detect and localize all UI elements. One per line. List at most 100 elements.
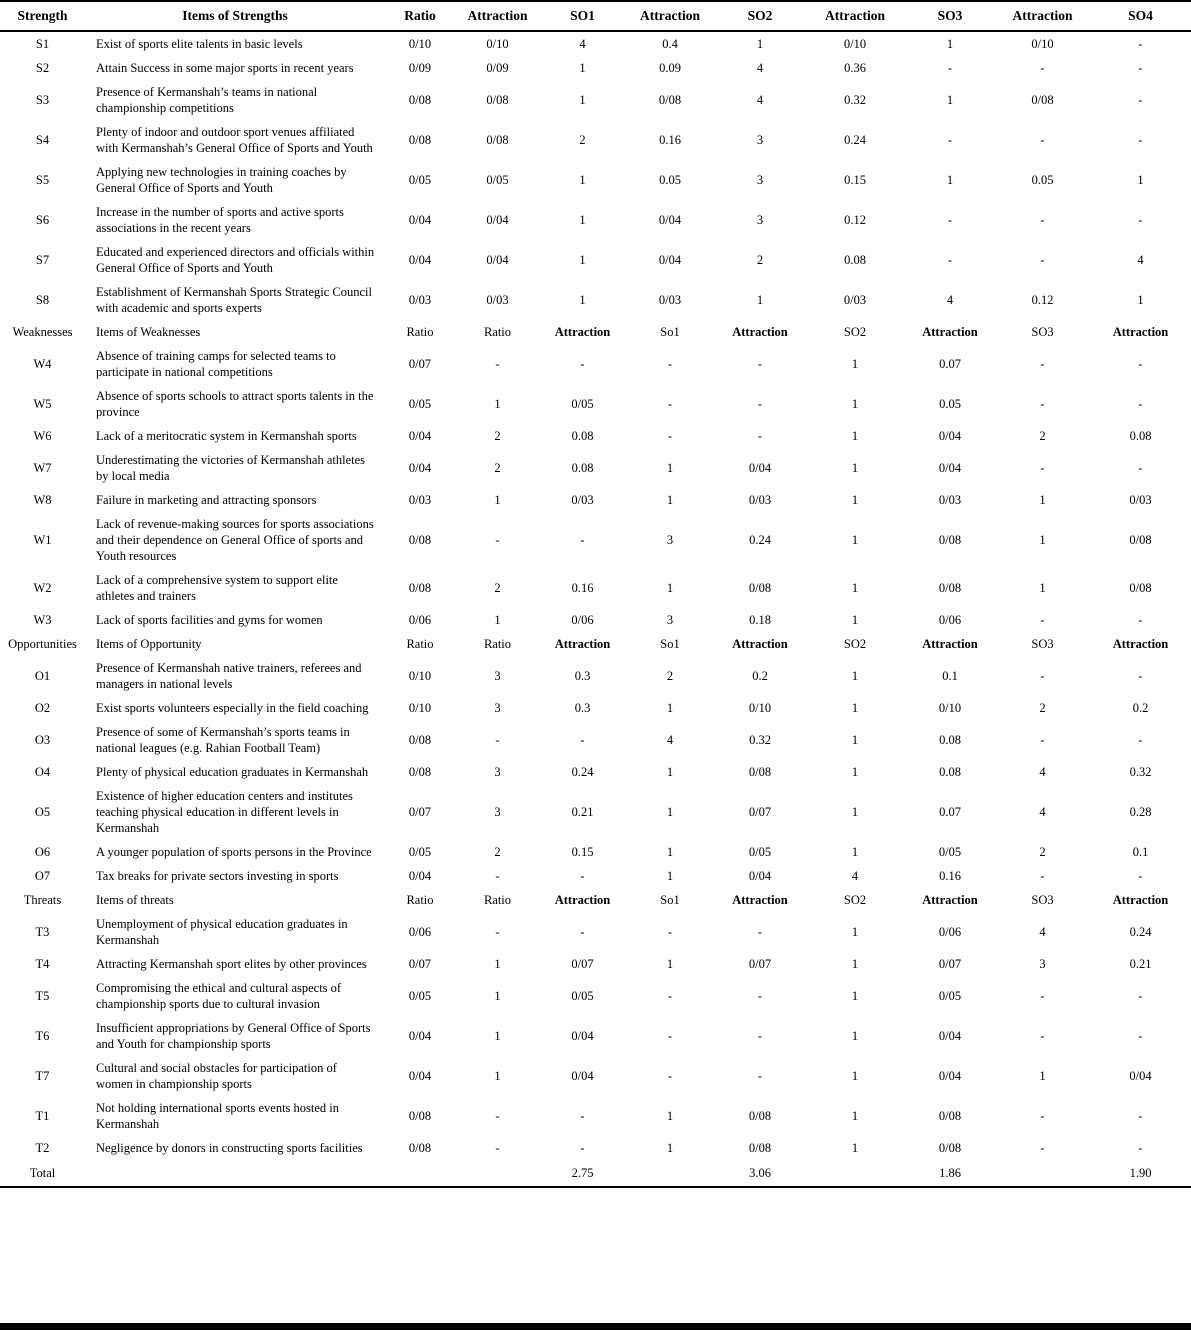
row-item-text: Absence of sports schools to attract spo…: [96, 389, 374, 419]
value-cell: 0/08: [1129, 533, 1152, 547]
value-cell: -: [580, 1141, 585, 1155]
value-cell: 1: [851, 357, 859, 371]
section-header-cell: SO3: [1031, 325, 1054, 339]
value-cell: -: [1040, 669, 1045, 683]
value-cell: 3: [494, 765, 501, 779]
value-cell: 3: [494, 701, 501, 715]
row-id: O5: [34, 805, 51, 819]
value-cell: 4: [851, 869, 859, 883]
row-id: T4: [35, 957, 50, 971]
section-header-cell: SO2: [843, 637, 867, 651]
value-cell: 0/06: [938, 925, 962, 939]
value-cell: 0/04: [938, 1069, 962, 1083]
value-cell: -: [1138, 1109, 1143, 1123]
value-cell: 0/08: [1129, 581, 1152, 595]
value-cell: 2: [494, 461, 501, 475]
value-cell: 2: [494, 429, 501, 443]
value-cell: 1: [494, 957, 501, 971]
value-cell: 0/03: [1129, 493, 1152, 507]
value-cell: 0/05: [748, 845, 772, 859]
value-cell: -: [495, 925, 500, 939]
row-item-text: Establishment of Kermanshah Sports Strat…: [96, 285, 372, 315]
row-item-text: Attracting Kermanshah sport elites by ot…: [96, 957, 367, 971]
row-id: T1: [35, 1109, 50, 1123]
section-header-row-opportunities: Opportunities Items of Opportunity Ratio Ra…: [0, 632, 1191, 656]
value-cell: 1: [666, 1109, 674, 1123]
row-item-text: A younger population of sports persons i…: [96, 845, 372, 859]
value-cell: -: [757, 989, 763, 1003]
value-cell: 0/07: [408, 805, 432, 819]
value-cell: 2: [1039, 845, 1046, 859]
value-cell: -: [1040, 357, 1045, 371]
value-cell: 0/07: [748, 957, 772, 971]
total-value-cell: [385, 1160, 455, 1188]
total-empty-item: [85, 1160, 385, 1188]
row-id: W3: [33, 613, 52, 627]
value-cell: 0.24: [1129, 925, 1152, 939]
value-cell: 0/10: [938, 701, 962, 715]
value-cell: 0/04: [486, 253, 509, 267]
section-header-row-weaknesses: Weaknesses Items of Weaknesses Ratio Ratio A…: [0, 320, 1191, 344]
value-cell: 0/04: [748, 461, 772, 475]
value-cell: 4: [756, 93, 764, 107]
row-id: W6: [33, 429, 52, 443]
table-row-W2: W2 Lack of a comprehensive system to supp…: [0, 568, 1191, 608]
section-header-cell: Attraction: [554, 637, 611, 651]
value-cell: 0/04: [408, 429, 432, 443]
row-id: S2: [35, 61, 50, 75]
value-cell: -: [1040, 613, 1045, 627]
value-cell: -: [1138, 61, 1143, 75]
row-id: W7: [33, 461, 52, 475]
value-cell: 0.08: [844, 253, 866, 267]
value-cell: -: [1040, 397, 1045, 411]
value-cell: 1: [851, 805, 859, 819]
table-row-W8: W8 Failure in marketing and attracting sp…: [0, 488, 1191, 512]
value-cell: 0/08: [1031, 93, 1054, 107]
value-cell: 0/10: [408, 701, 432, 715]
value-cell: -: [1138, 213, 1143, 227]
table-row-O2: O2 Exist sports volunteers especially in …: [0, 696, 1191, 720]
value-cell: 0/08: [408, 581, 432, 595]
value-cell: -: [1040, 61, 1045, 75]
value-cell: 2: [1039, 701, 1046, 715]
value-cell: 0.08: [939, 733, 961, 747]
table-row-T5: T5 Compromising the ethical and cultural …: [0, 976, 1191, 1016]
value-cell: 0/08: [408, 1141, 432, 1155]
value-cell: -: [1138, 613, 1143, 627]
column-header-2: Ratio: [385, 1, 455, 32]
value-cell: -: [947, 213, 953, 227]
value-cell: 0/08: [938, 1141, 962, 1155]
value-cell: -: [757, 429, 763, 443]
row-item-text: Plenty of physical education graduates i…: [96, 765, 369, 779]
value-cell: 0/10: [748, 701, 772, 715]
value-cell: -: [580, 925, 585, 939]
value-cell: 0.12: [1031, 293, 1054, 307]
section-header-cell: Attraction: [554, 325, 611, 339]
value-cell: 0/04: [748, 869, 772, 883]
value-cell: 1: [579, 61, 586, 75]
table-row-W5: W5 Absence of sports schools to attract s…: [0, 384, 1191, 424]
value-cell: 1: [666, 957, 674, 971]
value-cell: 4: [1039, 805, 1046, 819]
row-id: S7: [35, 253, 50, 267]
value-cell: 1: [1039, 493, 1046, 507]
value-cell: -: [1138, 1029, 1143, 1043]
section-header-cell: Ratio: [406, 893, 434, 907]
row-id: T3: [35, 925, 50, 939]
value-cell: 0/04: [658, 213, 682, 227]
value-cell: -: [667, 1069, 673, 1083]
value-cell: 1: [851, 765, 859, 779]
table-row-W3: W3 Lack of sports facilities and gyms for…: [0, 608, 1191, 632]
value-cell: 0.16: [571, 581, 594, 595]
row-id: W4: [33, 357, 52, 371]
value-cell: 0/05: [486, 173, 509, 187]
value-cell: 1: [1137, 293, 1144, 307]
section-header-cell: Attraction: [922, 325, 978, 339]
value-cell: -: [1040, 253, 1045, 267]
section-header-cell: Attraction: [732, 893, 788, 907]
value-cell: 1: [579, 293, 586, 307]
section-header-cell: Weaknesses: [12, 325, 73, 339]
value-cell: -: [667, 1029, 673, 1043]
row-id: S5: [35, 173, 50, 187]
value-cell: 1: [851, 1069, 859, 1083]
